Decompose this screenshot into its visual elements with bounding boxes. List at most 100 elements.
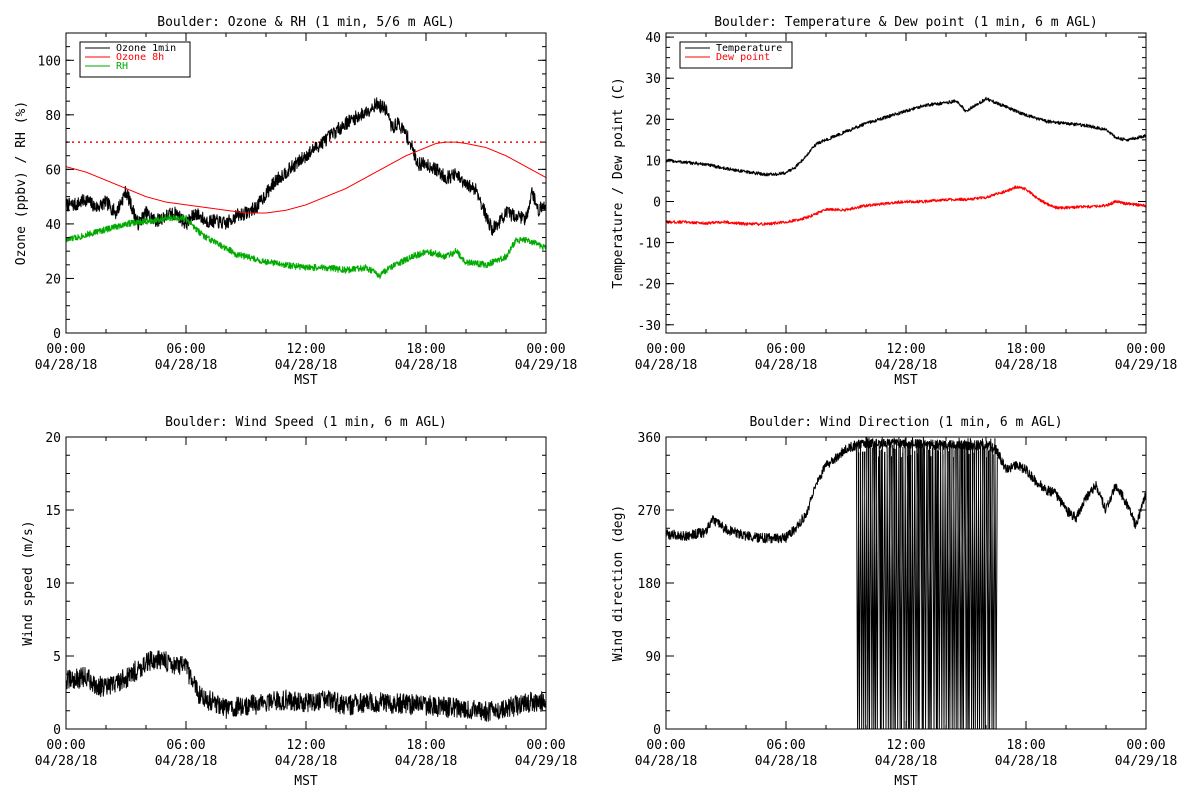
series-line-temperature xyxy=(666,96,1146,177)
series-line-dew-point xyxy=(666,185,1146,226)
y-axis-label: Ozone (ppbv) / RH (%) xyxy=(14,101,29,265)
x-tick-date-label: 04/29/18 xyxy=(1115,358,1178,373)
y-tick-label: 90 xyxy=(645,650,661,665)
y-tick-label: 360 xyxy=(638,431,661,446)
y-tick-label: 5 xyxy=(53,650,61,665)
x-tick-time-label: 00:00 xyxy=(526,738,565,753)
x-tick-time-label: 06:00 xyxy=(766,738,805,753)
y-axis-label: Wind direction (deg) xyxy=(611,505,626,662)
x-tick-time-label: 12:00 xyxy=(286,738,325,753)
x-tick-date-label: 04/28/18 xyxy=(875,754,938,769)
series-line-main xyxy=(66,650,546,722)
x-tick-date-label: 04/28/18 xyxy=(35,358,98,373)
chart-title: Boulder: Temperature & Dew point (1 min,… xyxy=(714,15,1098,30)
y-tick-label: 60 xyxy=(45,163,61,178)
x-tick-date-label: 04/28/18 xyxy=(995,754,1058,769)
x-tick-time-label: 00:00 xyxy=(46,738,85,753)
plot-area xyxy=(666,437,1146,729)
y-tick-label: 20 xyxy=(645,113,661,128)
x-tick-date-label: 04/29/18 xyxy=(1115,754,1178,769)
y-tick-label: 15 xyxy=(45,504,61,519)
x-tick-time-label: 12:00 xyxy=(886,342,925,357)
y-tick-label: 0 xyxy=(653,723,661,738)
plot-area xyxy=(66,97,546,280)
x-tick-time-label: 00:00 xyxy=(46,342,85,357)
x-tick-date-label: 04/28/18 xyxy=(635,754,698,769)
legend-label: Dew point xyxy=(716,52,770,63)
x-tick-date-label: 04/28/18 xyxy=(755,754,818,769)
series-line-ozone-1min xyxy=(66,97,546,236)
y-tick-label: -30 xyxy=(638,319,661,334)
series-layer xyxy=(666,96,1146,226)
x-tick-time-label: 18:00 xyxy=(1006,342,1045,357)
y-tick-label: 10 xyxy=(45,577,61,592)
x-tick-time-label: 18:00 xyxy=(406,738,445,753)
series-layer xyxy=(66,97,546,280)
x-tick-date-label: 04/28/18 xyxy=(155,358,218,373)
y-tick-label: -10 xyxy=(638,237,661,252)
x-tick-time-label: 06:00 xyxy=(766,342,805,357)
x-tick-time-label: 12:00 xyxy=(286,342,325,357)
x-axis-label: MST xyxy=(894,774,918,789)
y-tick-label: 80 xyxy=(45,109,61,124)
x-tick-date-label: 04/29/18 xyxy=(515,754,578,769)
y-tick-label: 30 xyxy=(645,72,661,87)
chart-title: Boulder: Wind Direction (1 min, 6 m AGL) xyxy=(749,415,1062,430)
series-layer xyxy=(66,650,546,722)
x-tick-date-label: 04/28/18 xyxy=(275,358,338,373)
y-axis-label: Temperature / Dew point (C) xyxy=(611,77,626,288)
x-tick-time-label: 00:00 xyxy=(1126,342,1165,357)
panel-ozone-rh: Boulder: Ozone & RH (1 min, 5/6 m AGL) O… xyxy=(14,15,577,388)
legend-label: Temperature xyxy=(716,43,782,54)
y-tick-label: 270 xyxy=(638,504,661,519)
legend-label: Ozone 1min xyxy=(116,43,176,54)
y-tick-label: -20 xyxy=(638,278,661,293)
y-tick-label: 20 xyxy=(45,431,61,446)
x-tick-time-label: 18:00 xyxy=(1006,738,1045,753)
y-tick-label: 0 xyxy=(53,327,61,342)
x-tick-date-label: 04/28/18 xyxy=(995,358,1058,373)
legend-box xyxy=(679,41,793,69)
y-tick-label: 10 xyxy=(645,154,661,169)
x-tick-time-label: 00:00 xyxy=(646,738,685,753)
series-line-ozone-8h xyxy=(66,141,546,214)
x-axis-label: MST xyxy=(294,373,318,388)
x-axis-label: MST xyxy=(294,774,318,789)
y-tick-label: 20 xyxy=(45,272,61,287)
x-tick-date-label: 04/28/18 xyxy=(275,754,338,769)
panel-temperature-dewpoint: Boulder: Temperature & Dew point (1 min,… xyxy=(611,15,1177,388)
panel-wind-direction: Boulder: Wind Direction (1 min, 6 m AGL)… xyxy=(611,415,1177,789)
x-tick-date-label: 04/28/18 xyxy=(875,358,938,373)
plot-area xyxy=(66,650,546,722)
chart-title: Boulder: Wind Speed (1 min, 6 m AGL) xyxy=(165,415,447,430)
x-axis-label: MST xyxy=(894,373,918,388)
y-tick-label: 0 xyxy=(53,723,61,738)
x-tick-time-label: 06:00 xyxy=(166,738,205,753)
chart-title: Boulder: Ozone & RH (1 min, 5/6 m AGL) xyxy=(157,15,454,30)
x-tick-time-label: 12:00 xyxy=(886,738,925,753)
legend-label: Ozone 8h xyxy=(116,52,164,63)
panel-wind-speed: Boulder: Wind Speed (1 min, 6 m AGL) Win… xyxy=(21,415,577,789)
series-line-main xyxy=(666,438,1146,544)
y-tick-label: 40 xyxy=(645,31,661,46)
x-tick-time-label: 00:00 xyxy=(526,342,565,357)
x-tick-date-label: 04/28/18 xyxy=(395,358,458,373)
y-axis-label: Wind speed (m/s) xyxy=(21,520,36,645)
x-tick-time-label: 00:00 xyxy=(1126,738,1165,753)
y-tick-label: 0 xyxy=(653,195,661,210)
x-tick-time-label: 06:00 xyxy=(166,342,205,357)
series-layer xyxy=(666,437,1146,729)
plot-area xyxy=(666,96,1146,226)
x-tick-time-label: 00:00 xyxy=(646,342,685,357)
x-tick-date-label: 04/29/18 xyxy=(515,358,578,373)
legend-label: RH xyxy=(116,61,128,72)
x-tick-date-label: 04/28/18 xyxy=(155,754,218,769)
series-line-rh xyxy=(66,214,546,280)
x-tick-date-label: 04/28/18 xyxy=(395,754,458,769)
y-tick-label: 100 xyxy=(38,54,61,69)
x-tick-date-label: 04/28/18 xyxy=(755,358,818,373)
